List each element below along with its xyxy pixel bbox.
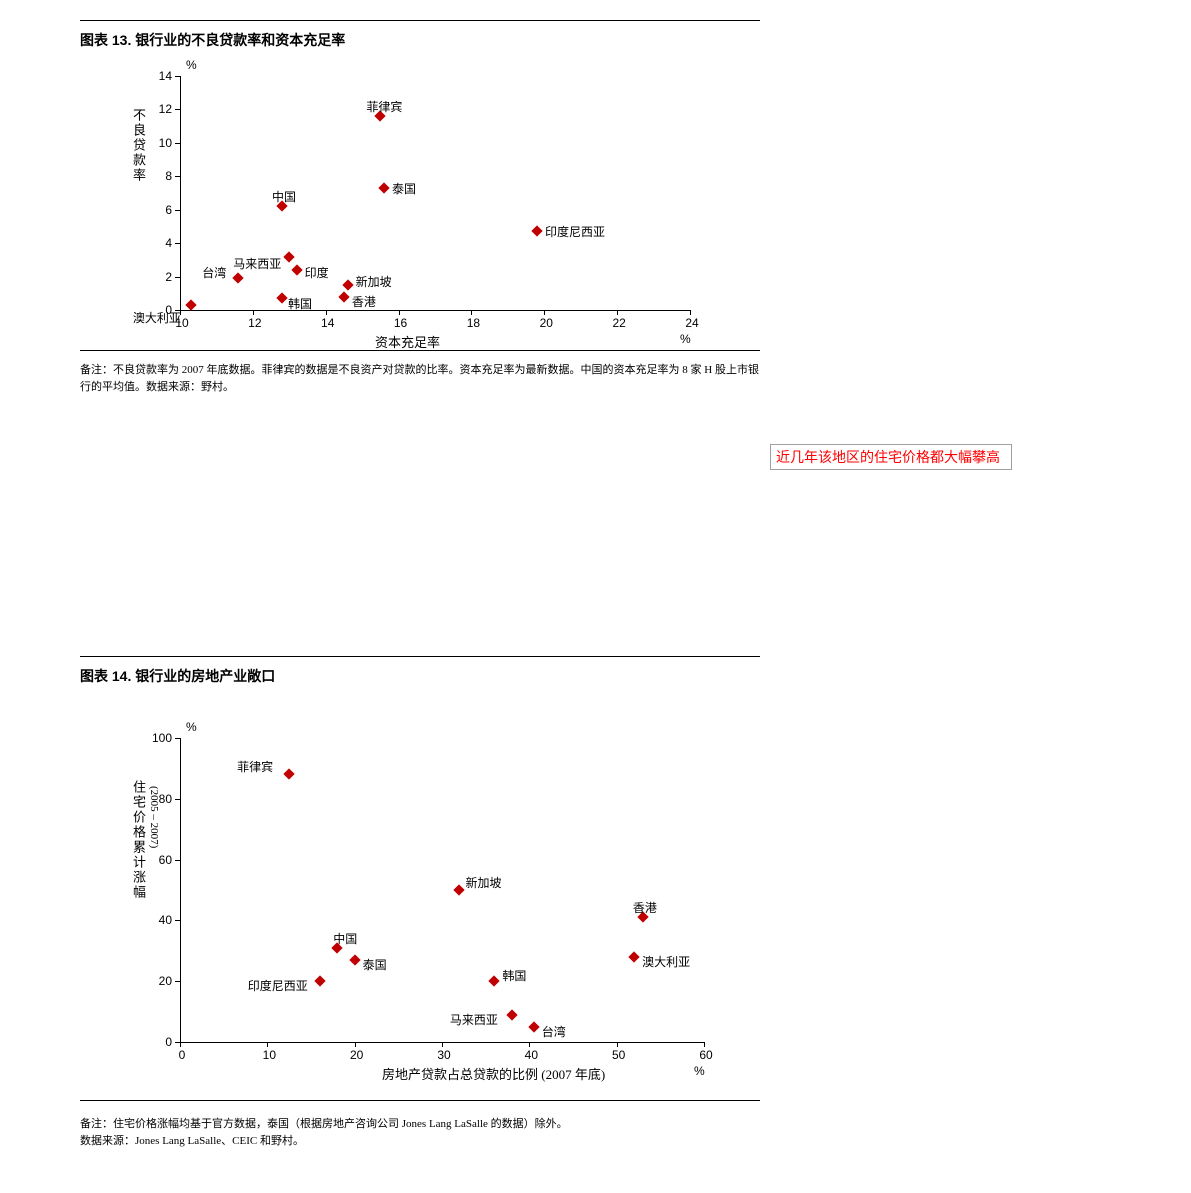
x-tick-label: 60 xyxy=(694,1048,718,1062)
x-tick-label: 20 xyxy=(534,316,558,330)
y-tick-label: 14 xyxy=(159,69,172,83)
point-label: 澳大利亚 xyxy=(133,309,181,326)
x-tick xyxy=(690,310,691,315)
x-tick xyxy=(617,1042,618,1047)
y-tick-label: 12 xyxy=(159,102,172,116)
x-unit: % xyxy=(694,1064,705,1078)
x-tick xyxy=(704,1042,705,1047)
divider xyxy=(80,656,760,657)
y-tick xyxy=(175,210,180,211)
y-tick-label: 4 xyxy=(165,236,172,250)
y-tick xyxy=(175,738,180,739)
point-label: 中国 xyxy=(272,188,296,205)
x-tick xyxy=(326,310,327,315)
x-tick-label: 12 xyxy=(243,316,267,330)
x-tick xyxy=(471,310,472,315)
x-tick xyxy=(529,1042,530,1047)
point-label: 香港 xyxy=(633,899,657,916)
y-tick-label: 60 xyxy=(159,853,172,867)
point-label: 澳大利亚 xyxy=(642,953,690,970)
y-unit: % xyxy=(186,720,197,734)
y-tick-label: 0 xyxy=(165,1035,172,1049)
x-tick xyxy=(180,1042,181,1047)
y-tick xyxy=(175,143,180,144)
y-tick xyxy=(175,920,180,921)
point-label: 菲律宾 xyxy=(366,98,402,115)
y-tick xyxy=(175,76,180,77)
point-label: 印度 xyxy=(305,264,329,281)
y-tick-label: 2 xyxy=(165,270,172,284)
y-tick-label: 100 xyxy=(152,731,172,745)
x-tick-label: 22 xyxy=(607,316,631,330)
y-tick-label: 10 xyxy=(159,136,172,150)
x-tick xyxy=(355,1042,356,1047)
chart-title: 图表 13. 银行业的不良贷款率和资本充足率 xyxy=(80,30,345,50)
point-label: 泰国 xyxy=(392,180,416,197)
x-tick-label: 18 xyxy=(461,316,485,330)
divider xyxy=(80,1100,760,1101)
y-tick-label: 8 xyxy=(165,169,172,183)
y-tick xyxy=(175,860,180,861)
y-unit: % xyxy=(186,58,197,72)
x-tick-label: 20 xyxy=(345,1048,369,1062)
x-tick-label: 16 xyxy=(389,316,413,330)
point-label: 台湾 xyxy=(202,264,226,281)
point-label: 中国 xyxy=(333,930,357,947)
x-tick-label: 50 xyxy=(607,1048,631,1062)
point-label: 马来西亚 xyxy=(450,1011,498,1028)
y-tick-label: 20 xyxy=(159,974,172,988)
x-tick-label: 10 xyxy=(257,1048,281,1062)
chart-footnote: 备注：不良贷款率为 2007 年底数据。菲律宾的数据是不良资产对贷款的比率。资本… xyxy=(80,362,760,395)
y-tick-label: 80 xyxy=(159,792,172,806)
divider xyxy=(80,20,760,21)
x-axis-title: 房地产贷款占总贷款的比例 (2007 年底) xyxy=(382,1064,605,1083)
point-label: 泰国 xyxy=(363,956,387,973)
y-tick-label: 40 xyxy=(159,913,172,927)
x-tick xyxy=(253,310,254,315)
x-tick-label: 14 xyxy=(316,316,340,330)
y-axis-subtitle: (2005 – 2007) xyxy=(148,786,160,848)
y-axis-title: 住宅价格累计涨幅 xyxy=(128,780,148,940)
y-tick xyxy=(175,799,180,800)
point-label: 印度尼西亚 xyxy=(248,977,308,994)
point-label: 新加坡 xyxy=(356,273,392,290)
x-tick-label: 30 xyxy=(432,1048,456,1062)
point-label: 香港 xyxy=(352,293,376,310)
x-unit: % xyxy=(680,332,691,346)
highlight-annotation: 近几年该地区的住宅价格都大幅攀高 xyxy=(770,444,1012,470)
x-tick xyxy=(544,310,545,315)
y-tick xyxy=(175,981,180,982)
chart-footnote: 备注：住宅价格涨幅均基于官方数据，泰国（根据房地产咨询公司 Jones Lang… xyxy=(80,1116,760,1149)
chart-title: 图表 14. 银行业的房地产业敞口 xyxy=(80,666,275,686)
point-label: 印度尼西亚 xyxy=(545,223,605,240)
y-axis-title: 不良贷款率 xyxy=(128,108,148,228)
chart-frame xyxy=(180,76,691,311)
x-tick xyxy=(399,310,400,315)
x-tick xyxy=(617,310,618,315)
point-label: 韩国 xyxy=(288,295,312,312)
x-tick xyxy=(267,1042,268,1047)
x-axis-title: 资本充足率 xyxy=(375,332,440,351)
x-tick-label: 0 xyxy=(170,1048,194,1062)
point-label: 新加坡 xyxy=(465,874,501,891)
y-tick xyxy=(175,109,180,110)
point-label: 菲律宾 xyxy=(237,758,273,775)
chart-frame xyxy=(180,738,705,1043)
y-tick xyxy=(175,243,180,244)
y-tick xyxy=(175,277,180,278)
x-tick-label: 40 xyxy=(519,1048,543,1062)
x-tick xyxy=(442,1042,443,1047)
y-tick-label: 6 xyxy=(165,203,172,217)
x-tick-label: 24 xyxy=(680,316,704,330)
point-label: 韩国 xyxy=(502,967,526,984)
point-label: 台湾 xyxy=(542,1023,566,1040)
point-label: 马来西亚 xyxy=(233,255,281,272)
y-tick xyxy=(175,176,180,177)
